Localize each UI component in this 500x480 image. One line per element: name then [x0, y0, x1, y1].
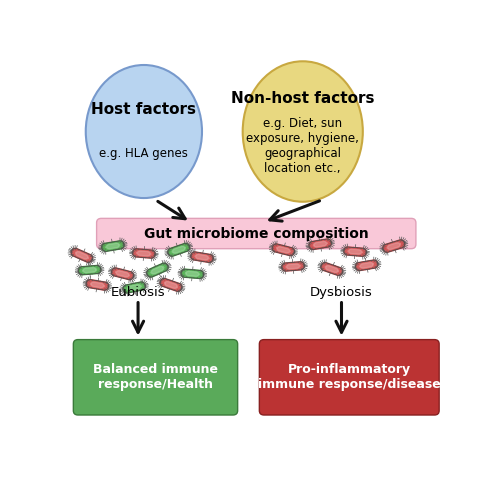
- Polygon shape: [344, 247, 366, 256]
- Polygon shape: [383, 240, 405, 252]
- Polygon shape: [71, 248, 92, 262]
- Text: e.g. Diet, sun
exposure, hygiene,
geographical
location etc.,: e.g. Diet, sun exposure, hygiene, geogra…: [246, 117, 359, 175]
- Polygon shape: [286, 264, 300, 269]
- Text: e.g. HLA genes: e.g. HLA genes: [100, 147, 188, 160]
- Polygon shape: [326, 265, 338, 273]
- Polygon shape: [164, 281, 177, 288]
- Polygon shape: [83, 267, 96, 273]
- FancyBboxPatch shape: [96, 218, 416, 249]
- Ellipse shape: [86, 65, 202, 198]
- FancyBboxPatch shape: [74, 340, 237, 415]
- Polygon shape: [314, 241, 327, 247]
- Text: Balanced immune
response/Health: Balanced immune response/Health: [93, 363, 218, 391]
- Polygon shape: [360, 263, 374, 268]
- Polygon shape: [90, 282, 104, 288]
- Polygon shape: [106, 243, 120, 249]
- Polygon shape: [137, 251, 150, 256]
- Polygon shape: [272, 244, 294, 256]
- Polygon shape: [102, 241, 124, 252]
- Text: Host factors: Host factors: [92, 102, 196, 117]
- Text: Eubiosis: Eubiosis: [111, 286, 166, 299]
- Text: Non-host factors: Non-host factors: [231, 91, 374, 106]
- Text: Dysbiosis: Dysbiosis: [310, 286, 373, 299]
- Polygon shape: [116, 271, 129, 277]
- Polygon shape: [128, 285, 141, 290]
- Polygon shape: [151, 266, 164, 274]
- Polygon shape: [160, 278, 182, 291]
- Polygon shape: [132, 249, 155, 258]
- Polygon shape: [172, 246, 186, 253]
- Polygon shape: [78, 265, 101, 275]
- Polygon shape: [356, 260, 378, 271]
- Text: Pro-inflammatory
immune response/disease: Pro-inflammatory immune response/disease: [258, 363, 440, 391]
- Polygon shape: [309, 239, 332, 250]
- Polygon shape: [195, 254, 209, 260]
- Polygon shape: [282, 262, 304, 271]
- Polygon shape: [348, 249, 362, 254]
- Polygon shape: [186, 271, 199, 276]
- Polygon shape: [86, 280, 108, 290]
- Polygon shape: [76, 252, 88, 259]
- Polygon shape: [123, 282, 146, 293]
- FancyBboxPatch shape: [260, 340, 439, 415]
- Polygon shape: [168, 243, 190, 256]
- Polygon shape: [112, 268, 134, 280]
- Text: Gut microbiome composition: Gut microbiome composition: [144, 227, 368, 240]
- Polygon shape: [387, 243, 400, 250]
- Polygon shape: [146, 263, 168, 277]
- Polygon shape: [321, 263, 342, 276]
- Polygon shape: [181, 269, 204, 278]
- Ellipse shape: [242, 61, 363, 202]
- Polygon shape: [191, 252, 213, 263]
- Polygon shape: [276, 247, 290, 253]
